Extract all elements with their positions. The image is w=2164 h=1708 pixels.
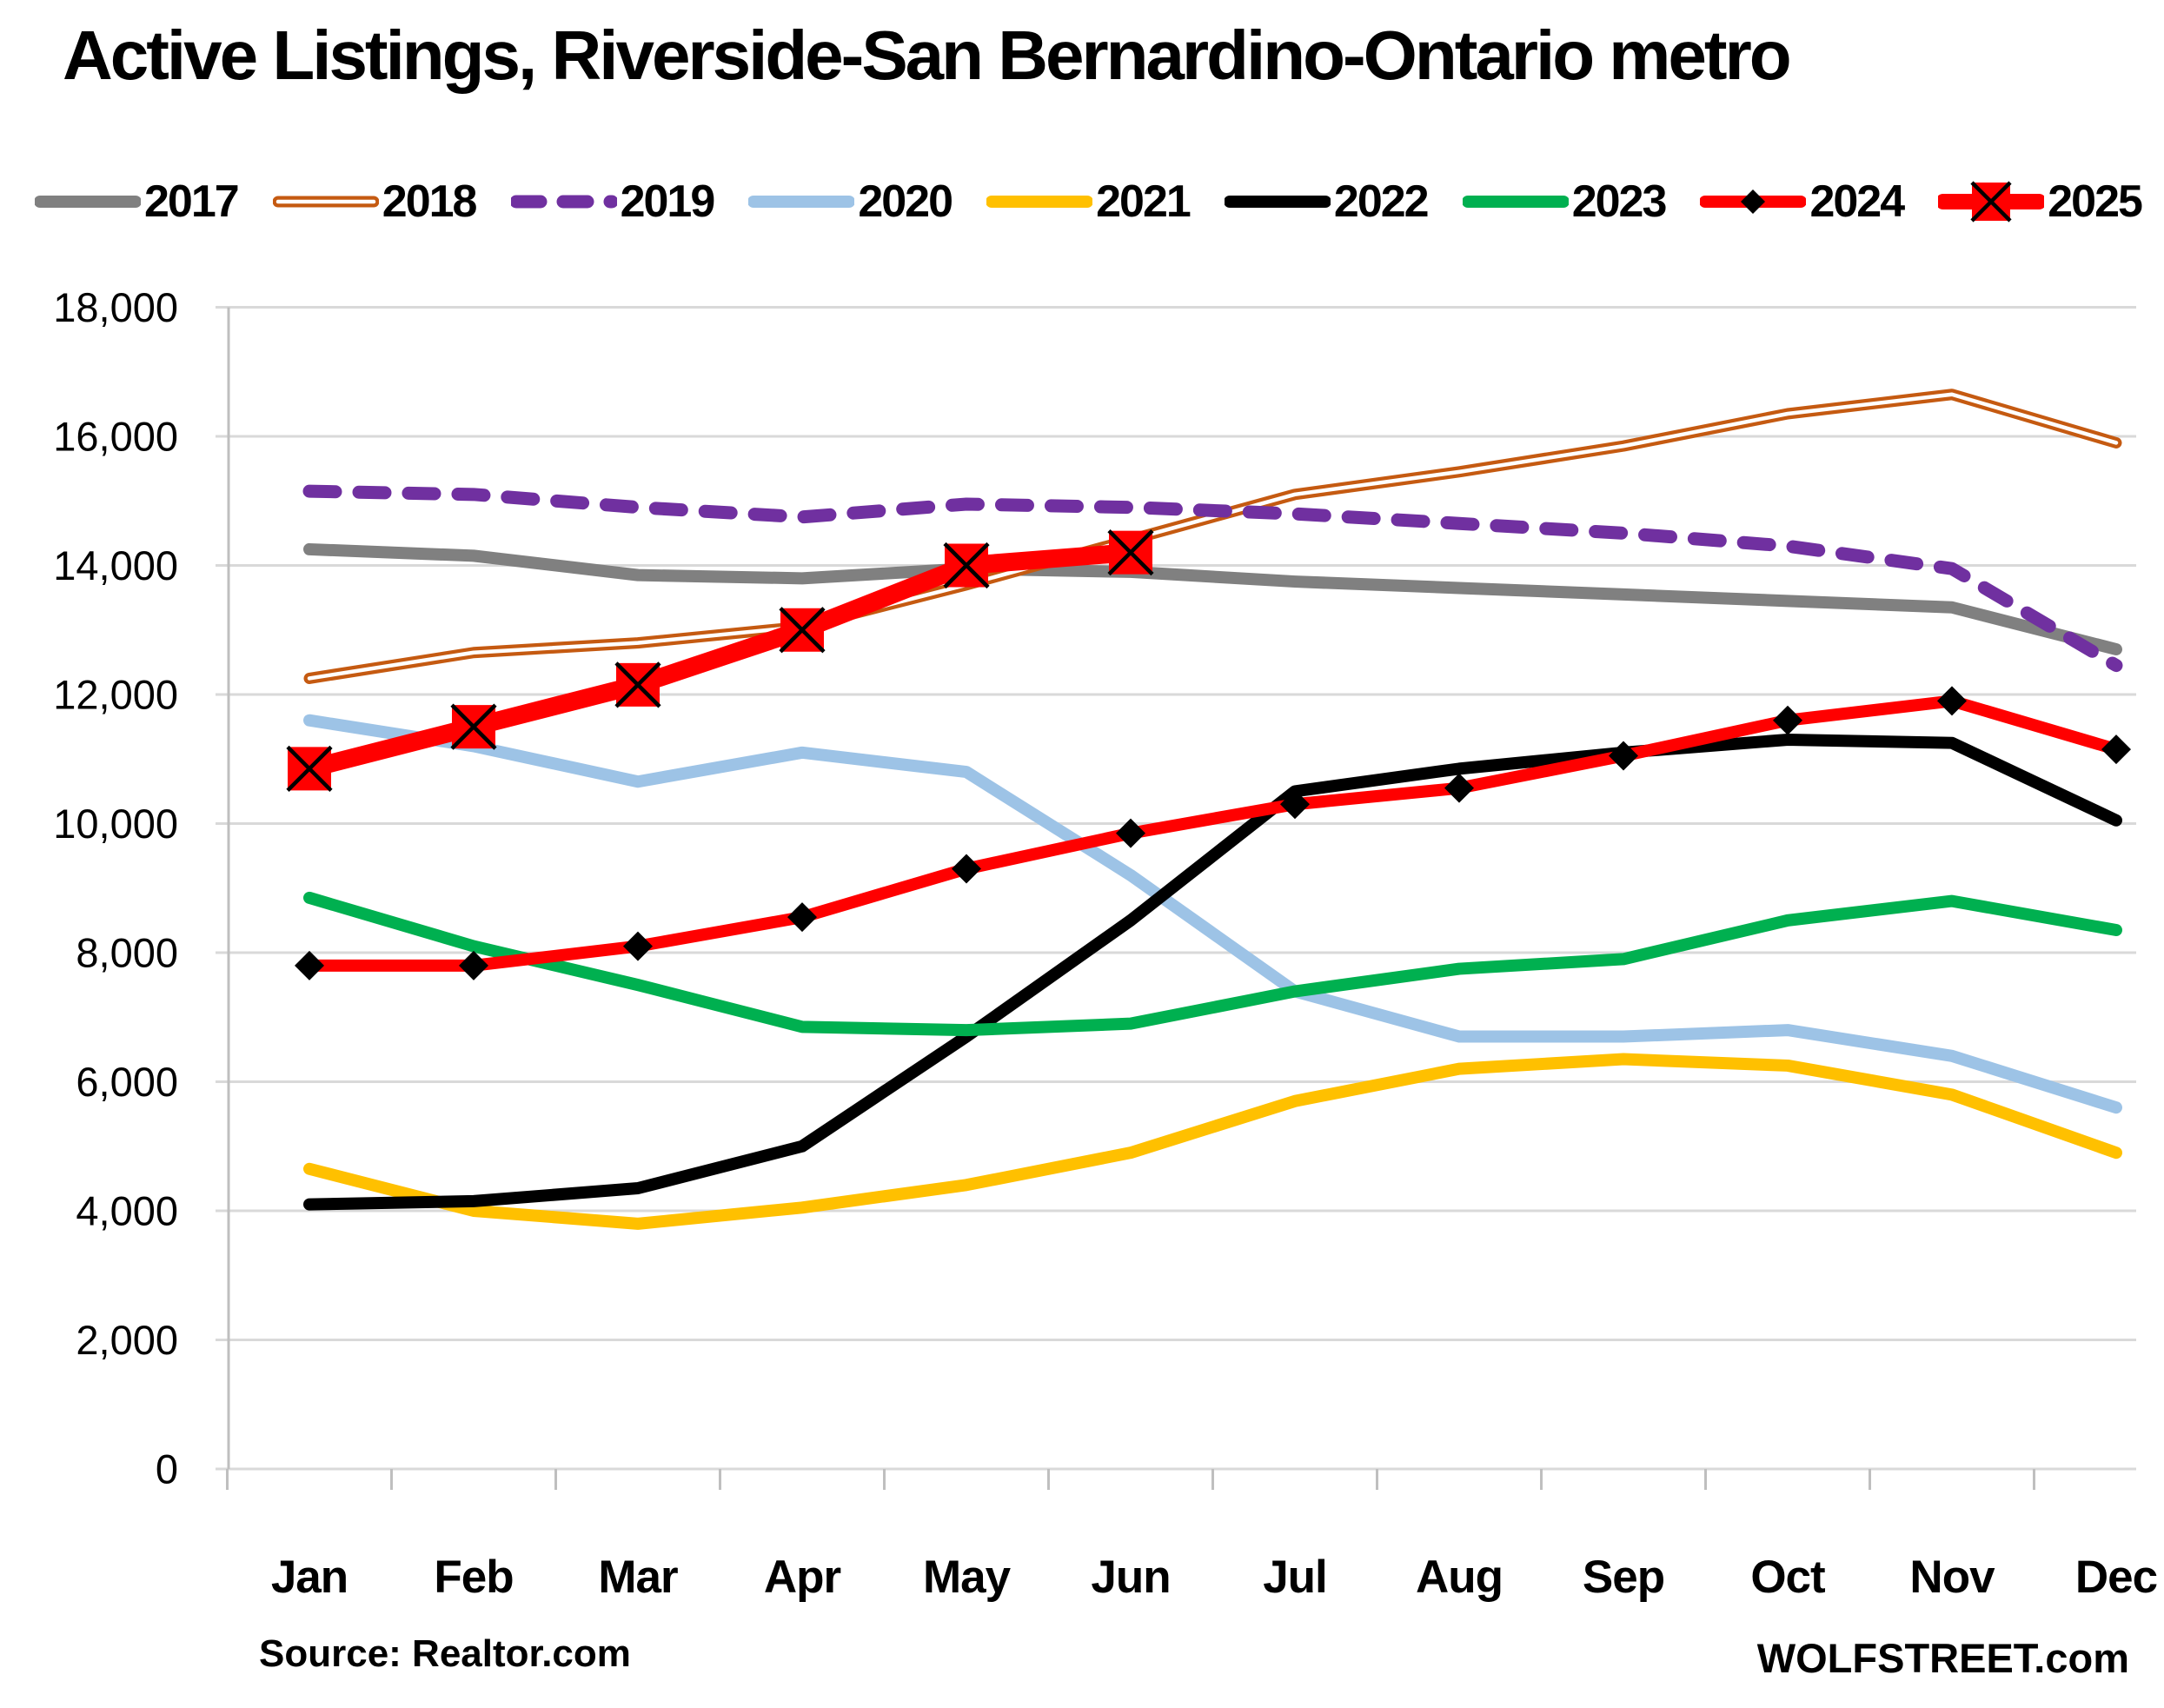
- series-2025: [286, 529, 1154, 792]
- legend-item-2024: 2024: [1700, 175, 1905, 229]
- diamond-marker: [1773, 705, 1802, 735]
- legend-key-2017: [35, 196, 141, 208]
- legend-label-2020: 2020: [858, 176, 953, 227]
- x-axis-tick-label: Jul: [1263, 1552, 1327, 1603]
- series-line-2021: [303, 1053, 2122, 1230]
- legend-label-2021: 2021: [1096, 176, 1192, 227]
- legend-item-2019: 2019: [510, 175, 716, 229]
- x-axis-tick-label: Aug: [1416, 1552, 1503, 1603]
- legend-key-2019: [510, 195, 617, 209]
- legend-key-2020: [748, 196, 855, 208]
- series-line-2024: [303, 694, 2122, 972]
- x-axis-tick-label: Jan: [271, 1552, 348, 1603]
- legend-label-2017: 2017: [144, 176, 240, 227]
- legend-key-2023: [1462, 196, 1569, 208]
- diamond-marker: [459, 950, 488, 980]
- diamond-marker: [1444, 773, 1474, 803]
- series-2021: [303, 1053, 2122, 1230]
- series-line-2025: [300, 543, 1140, 778]
- legend-item-2021: 2021: [986, 175, 1192, 229]
- series-line-2022: [303, 733, 2122, 1211]
- legend-item-2022: 2022: [1224, 175, 1430, 229]
- legend-label-2022: 2022: [1333, 176, 1430, 227]
- source-note: Source: Realtor.com: [259, 1632, 631, 1675]
- legend-key-2024: [1700, 189, 1807, 214]
- legend-key-2018: [272, 196, 379, 208]
- diamond-marker: [1937, 686, 1967, 716]
- series-line-2019: [302, 484, 2123, 673]
- legend-label-2023: 2023: [1571, 176, 1668, 227]
- series-2019: [302, 484, 2123, 673]
- legend-item-2023: 2023: [1462, 175, 1668, 229]
- series-2020: [303, 714, 2122, 1114]
- y-axis-tick-label: 10,000: [53, 801, 178, 847]
- legend-label-2019: 2019: [620, 176, 716, 227]
- diamond-marker: [1741, 189, 1766, 214]
- x-axis-tick-label: May: [923, 1552, 1012, 1603]
- legend-item-2020: 2020: [748, 175, 953, 229]
- y-axis-tick-label: 16,000: [53, 414, 178, 460]
- diamond-marker: [787, 902, 817, 933]
- series-2017: [303, 542, 2122, 656]
- x-axis-tick-label: Feb: [434, 1552, 513, 1603]
- diamond-marker: [623, 931, 653, 961]
- legend-key-2021: [986, 196, 1093, 208]
- y-axis-tick-label: 12,000: [53, 672, 178, 718]
- legend-label-2024: 2024: [1809, 176, 1905, 227]
- diamond-marker: [952, 854, 981, 884]
- legend-label-2025: 2025: [2048, 176, 2143, 227]
- diamond-marker: [1609, 741, 1638, 771]
- x-axis-tick-label: Mar: [598, 1552, 678, 1603]
- series-2023: [303, 891, 2122, 1037]
- series-line-2017: [303, 542, 2122, 656]
- y-axis-tick-label: 2,000: [76, 1317, 178, 1363]
- series-line-2020: [303, 714, 2122, 1114]
- diamond-marker: [1116, 818, 1145, 848]
- chart-legend: 2017 2018 2019 2020 2021 2022 2023 2024 2025: [35, 167, 2143, 236]
- diamond-marker: [1280, 789, 1310, 820]
- series-2022: [303, 733, 2122, 1211]
- diamond-marker: [295, 950, 324, 980]
- y-axis-tick-label: 8,000: [76, 930, 178, 976]
- x-axis-tick-label: Dec: [2075, 1552, 2157, 1603]
- y-axis-tick-label: 6,000: [76, 1059, 178, 1105]
- brand-note: WOLFSTREET.com: [1756, 1635, 2129, 1681]
- series-line-2023: [303, 891, 2122, 1037]
- y-axis-tick-label: 14,000: [53, 542, 178, 588]
- x-axis-tick-label: Nov: [1909, 1552, 1995, 1603]
- y-axis-tick-label: 0: [156, 1446, 178, 1492]
- series-2024: [295, 686, 2131, 980]
- y-axis-tick-label: 4,000: [76, 1188, 178, 1234]
- x-axis-tick-label: Jun: [1091, 1552, 1170, 1603]
- legend-key-2022: [1224, 196, 1331, 208]
- legend-key-2025: [1938, 181, 2045, 223]
- chart-title: Active Listings, Riverside-San Bernardin…: [63, 17, 1792, 94]
- y-axis-tick-label: 18,000: [53, 284, 178, 330]
- x-axis-tick-label: Oct: [1750, 1552, 1825, 1603]
- x-axis-tick-label: Sep: [1583, 1552, 1664, 1603]
- legend-item-2025: 2025: [1938, 175, 2143, 229]
- diamond-marker: [2101, 734, 2131, 765]
- legend-label-2018: 2018: [382, 176, 478, 227]
- x-axis-tick-label: Apr: [764, 1552, 841, 1603]
- legend-item-2017: 2017: [35, 175, 240, 229]
- legend-item-2018: 2018: [272, 175, 478, 229]
